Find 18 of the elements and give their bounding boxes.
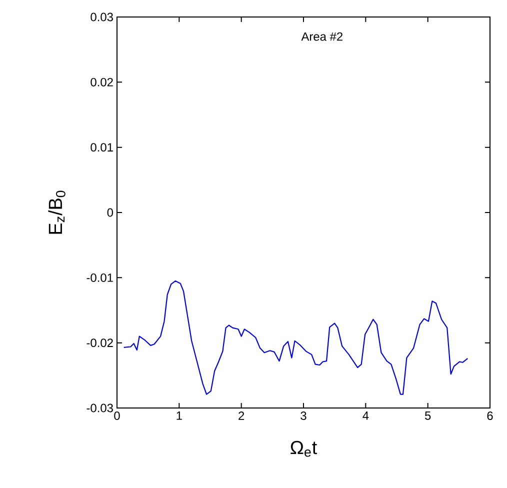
y-tick-label: 0.02 [90, 78, 113, 86]
y-tick-label: 0.01 [90, 143, 113, 152]
annotation: Area #2 [301, 32, 342, 41]
y-tick-label: -0.02 [86, 338, 113, 348]
y-tick-label: 0 [107, 208, 114, 217]
y-tick-label: -0.01 [86, 273, 113, 282]
x-tick-label: 4 [362, 412, 369, 420]
y-axis-title: E$_{z}$/B$_{0}$ [48, 190, 66, 234]
y-tick-label: -0.03 [86, 404, 113, 412]
x-tick-label: 1 [176, 412, 182, 420]
x-tick-label: 2 [238, 412, 244, 420]
line-series [123, 280, 468, 395]
x-tick-label: 0 [114, 412, 120, 420]
y-tick-label: 0.03 [90, 12, 113, 22]
x-tick-label: 5 [424, 412, 431, 420]
x-tick-label: 6 [487, 412, 493, 420]
x-tick-label: 3 [300, 412, 306, 420]
x-axis-title: Ω$_{e}$t [290, 440, 318, 457]
